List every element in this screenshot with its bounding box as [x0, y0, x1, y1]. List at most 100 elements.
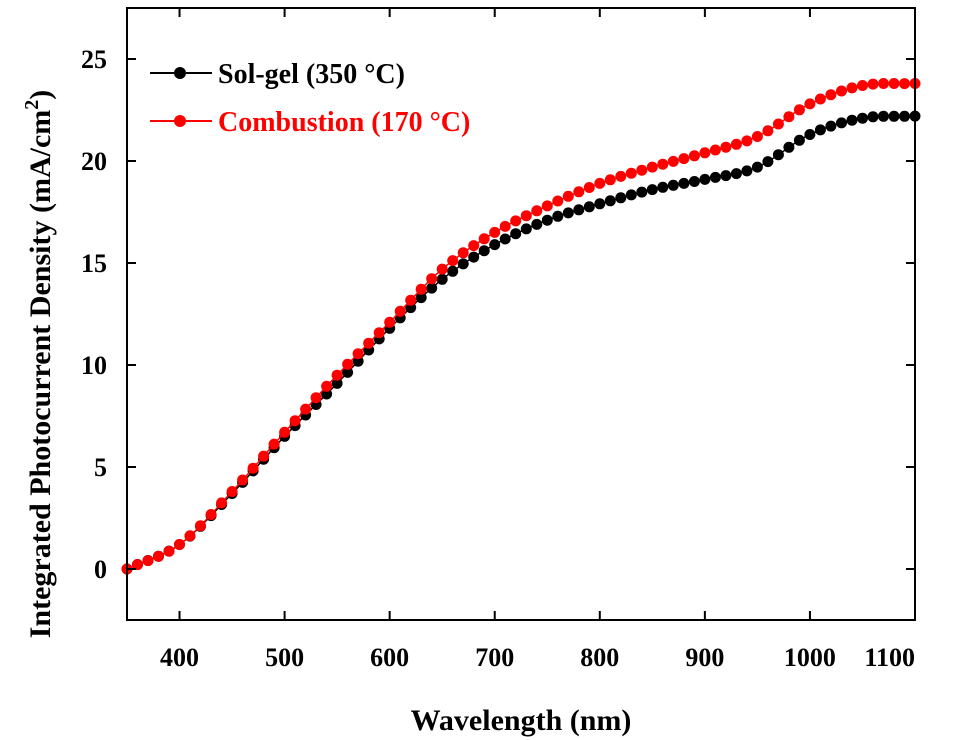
series-1-point	[415, 283, 427, 295]
series-1-point	[730, 138, 742, 150]
series-1-point	[741, 135, 753, 147]
series-1-point	[300, 403, 312, 415]
series-0-point	[426, 282, 438, 294]
series-1-point	[573, 186, 585, 198]
series-1-point	[562, 190, 574, 202]
series-1-point	[468, 240, 480, 252]
series-0-point	[867, 111, 879, 123]
series-1-point	[657, 158, 669, 170]
series-1-point	[352, 348, 364, 360]
series-0-point	[531, 218, 543, 230]
series-1-point	[310, 392, 322, 404]
series-0-point	[321, 388, 333, 400]
series-0-point	[814, 124, 826, 136]
series-1-point	[720, 141, 732, 153]
series-0-point	[594, 198, 606, 210]
legend-marker-combustion	[174, 115, 186, 127]
series-1-point	[142, 555, 154, 567]
series-1-point	[594, 177, 606, 189]
series-0-point	[573, 204, 585, 216]
series-1-point	[510, 215, 522, 227]
series-1-point	[436, 263, 448, 275]
series-0-point	[825, 120, 837, 132]
series-0-point	[436, 273, 448, 285]
series-1-point	[268, 438, 280, 450]
series-0	[121, 110, 921, 575]
series-0-point	[604, 195, 616, 207]
series-1-point	[342, 358, 354, 370]
series-0-point	[562, 207, 574, 219]
series-1-point	[279, 426, 291, 438]
series-0-point	[688, 176, 700, 187]
series-1-point	[373, 327, 385, 339]
series-1-point	[489, 226, 501, 238]
series-0-point	[762, 156, 774, 168]
series-1-point	[552, 195, 564, 207]
series-1-point	[447, 255, 459, 267]
x-tick-label-700: 700	[475, 643, 514, 672]
series-1-point	[867, 78, 879, 90]
series-1-point	[363, 337, 375, 349]
series-1-point	[520, 210, 532, 222]
series-1-point	[667, 155, 679, 167]
plot-frame	[126, 7, 916, 621]
legend-marker-sol-gel	[174, 67, 186, 79]
x-tick-label-900: 900	[685, 643, 724, 672]
series-1-point	[751, 131, 763, 142]
series-0-point	[636, 186, 648, 198]
series-1-point	[688, 150, 700, 162]
series-1-point	[426, 273, 438, 285]
legend-entry-combustion: Combustion (170 °C)	[150, 107, 470, 138]
series-1-point	[384, 316, 396, 328]
series-0-point	[846, 114, 858, 126]
series-1-point	[583, 182, 595, 193]
series-0-point	[751, 161, 763, 173]
x-tick-label-1000: 1000	[784, 643, 836, 672]
series-0-point	[836, 117, 847, 129]
y-tick-label-15: 15	[81, 249, 107, 278]
series-1-point	[405, 294, 417, 306]
series-1-point	[394, 305, 406, 317]
series-1-point	[793, 104, 805, 116]
y-tick-label-25: 25	[81, 45, 107, 74]
series-0-point	[331, 377, 343, 389]
series-0-point	[615, 192, 627, 204]
series-0-point	[699, 173, 711, 185]
plot-marks	[121, 78, 921, 575]
y-tick-label-20: 20	[81, 147, 107, 176]
x-tick-label-600: 600	[370, 643, 409, 672]
series-0-point	[415, 292, 427, 304]
series-1-point	[163, 545, 175, 557]
series-1-point	[226, 486, 238, 497]
series-0-point	[541, 214, 553, 226]
series-1-point	[678, 153, 690, 165]
series-1-point	[195, 520, 206, 532]
series-1-point	[499, 220, 511, 232]
y-axis-title-superscript: 2	[21, 100, 43, 110]
x-axis-title: Wavelength (nm)	[411, 704, 632, 737]
series-0-point	[510, 228, 522, 240]
series-1-point	[321, 380, 333, 392]
series-1-point	[531, 205, 543, 217]
y-axis-title: Integrated Photocurrent Density (mA/cm2)	[21, 90, 57, 639]
series-0-point	[878, 110, 889, 122]
series-0-point	[457, 258, 469, 270]
series-1-point	[132, 559, 143, 571]
legend: Sol-gel (350 °C) Combustion (170 °C)	[150, 59, 470, 138]
series-1-point	[857, 80, 868, 91]
series-1-point	[205, 509, 217, 520]
series-0-point	[667, 179, 679, 191]
series-0-point	[720, 170, 732, 182]
series-1-point	[625, 167, 637, 179]
series-1-point	[825, 89, 837, 101]
series-0-point	[804, 129, 816, 140]
y-tick-label-5: 5	[94, 453, 107, 482]
series-1-point	[836, 85, 847, 97]
series-1-point	[899, 78, 910, 90]
series-0-point	[489, 239, 501, 251]
series-1-point	[783, 111, 795, 123]
series-0-point	[772, 149, 784, 161]
series-1-point	[237, 474, 249, 486]
series-1-point	[604, 174, 616, 186]
